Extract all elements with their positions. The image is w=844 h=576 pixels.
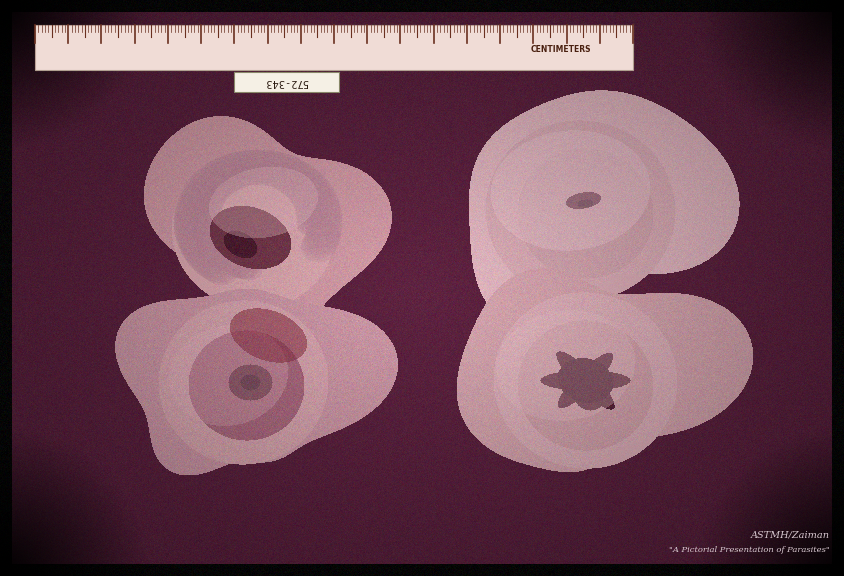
Bar: [35, 25, 633, 70]
Text: CENTIMETERS: CENTIMETERS: [531, 46, 592, 54]
Text: 572-343: 572-343: [264, 77, 308, 87]
Text: "A Pictorial Presentation of Parasites": "A Pictorial Presentation of Parasites": [669, 546, 830, 554]
Bar: [35, 25, 633, 70]
Bar: [234, 72, 338, 92]
Text: ASTMH/Zaiman: ASTMH/Zaiman: [751, 531, 830, 540]
